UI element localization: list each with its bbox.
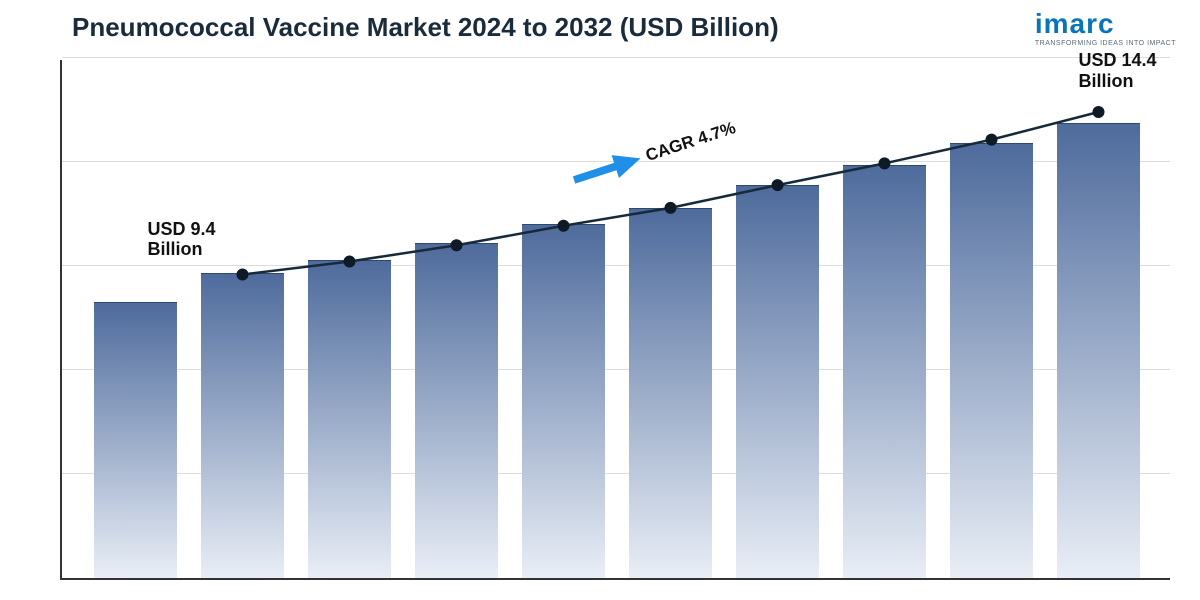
callout-start-line1: USD 9.4 — [148, 219, 216, 240]
callout-start-line2: Billion — [148, 239, 216, 260]
callout-end-line1: USD 14.4 — [1079, 50, 1157, 71]
brand-logo-tagline: TRANSFORMING IDEAS INTO IMPACT — [1035, 40, 1176, 47]
trend-line-marker — [558, 220, 569, 231]
trend-line-marker — [665, 202, 676, 213]
trend-line-marker — [986, 134, 997, 145]
callout-end-value: USD 14.4 Billion — [1079, 50, 1157, 91]
brand-logo: imarc TRANSFORMING IDEAS INTO IMPACT — [1035, 8, 1176, 47]
trend-line-marker — [451, 240, 462, 251]
trend-line — [62, 60, 1172, 580]
trend-line-marker — [772, 180, 783, 191]
trend-line-marker — [879, 158, 890, 169]
trend-line-marker — [344, 256, 355, 267]
callout-start-value: USD 9.4 Billion — [148, 219, 216, 260]
trend-line-marker — [1093, 107, 1104, 118]
trend-line-marker — [237, 269, 248, 280]
callout-end-line2: Billion — [1079, 71, 1157, 92]
chart-plot-area: USD 9.4 Billion USD 14.4 Billion CAGR 4.… — [60, 60, 1170, 580]
chart-title: Pneumococcal Vaccine Market 2024 to 2032… — [72, 12, 779, 43]
brand-logo-text: imarc — [1035, 8, 1176, 40]
grid-line — [62, 57, 1170, 58]
